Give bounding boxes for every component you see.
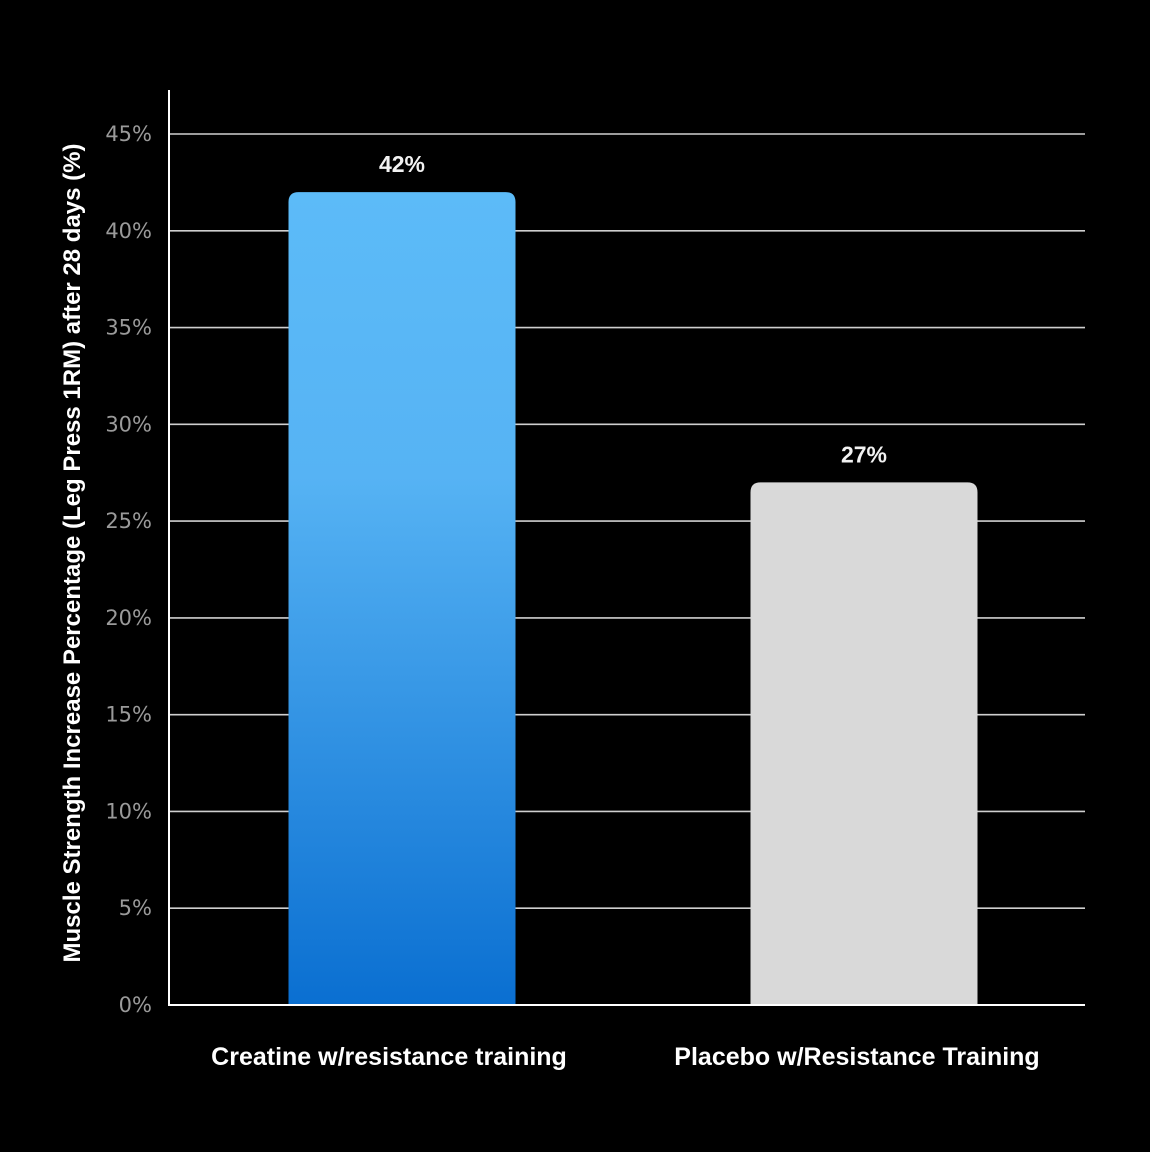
y-tick-label: 40% [105, 219, 152, 243]
y-tick-label: 5% [119, 896, 152, 920]
y-tick-label: 10% [105, 799, 152, 823]
y-tick-label: 35% [105, 316, 152, 340]
bars [288, 192, 978, 1006]
data-label-creatine: 42% [379, 151, 425, 177]
y-tick-label: 25% [105, 509, 152, 533]
axes [168, 90, 1085, 1006]
x-category-label-placebo: Placebo w/Resistance Training [674, 1043, 1039, 1071]
y-tick-label: 0% [119, 993, 152, 1017]
bar-creatine [288, 192, 516, 1006]
y-tick-label: 30% [105, 412, 152, 436]
labels: 42% Creatine w/resistance training 27% Plac… [211, 151, 1040, 1071]
y-axis-title: Muscle Strength Increase Percentage (Leg… [59, 144, 86, 963]
y-tick-label: 45% [105, 122, 152, 146]
x-category-label-creatine: Creatine w/resistance training [211, 1043, 567, 1071]
y-tick-label: 15% [105, 703, 152, 727]
data-label-placebo: 27% [841, 441, 887, 467]
y-tick-label: 20% [105, 606, 152, 630]
y-axis-ticks: 0% 5% 10% 15% 20% 25% 30% 35% 40% 45% [105, 122, 152, 1017]
bar-placebo [750, 482, 978, 1005]
